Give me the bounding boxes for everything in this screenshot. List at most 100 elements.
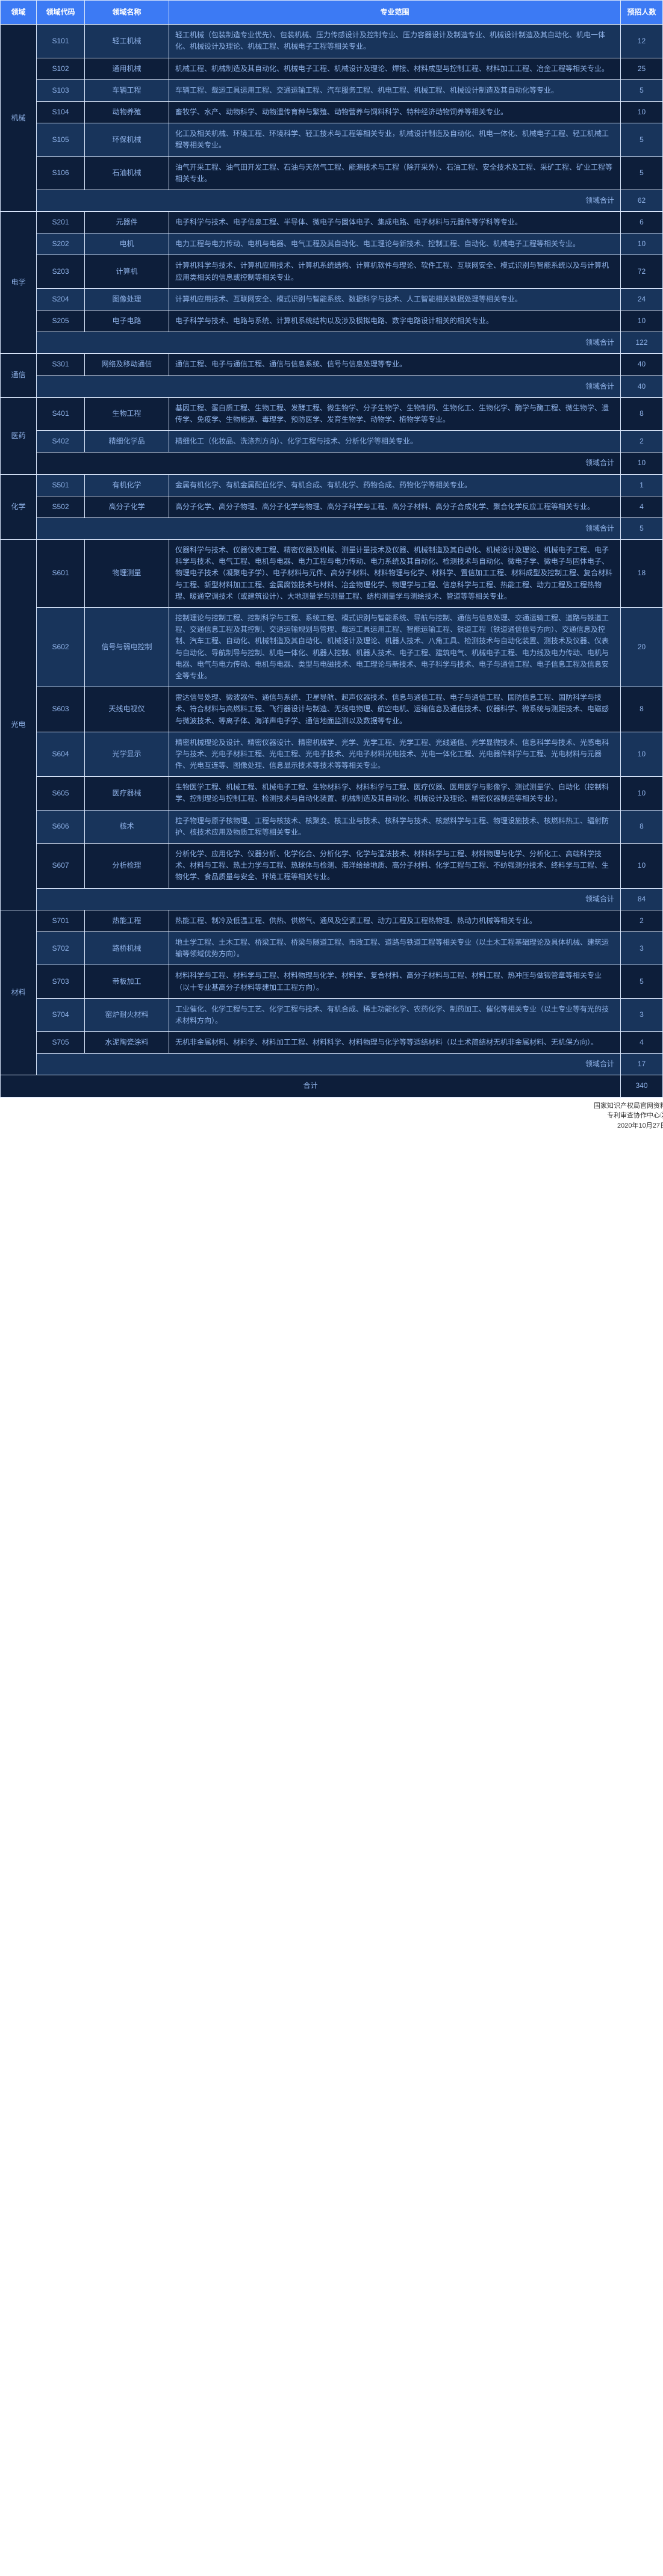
count-cell: 10 xyxy=(621,233,663,255)
count-cell: 10 xyxy=(621,732,663,777)
name-cell: 物理测量 xyxy=(85,540,169,608)
name-cell: 车辆工程 xyxy=(85,79,169,101)
table-row: S606核术粒子物理与原子核物理、工程与核技术、核聚变、核工业与技术、核科学与技… xyxy=(1,810,663,843)
count-cell: 40 xyxy=(621,354,663,375)
subtotal-label: 领域合计 xyxy=(37,517,621,539)
name-cell: 动物养殖 xyxy=(85,101,169,123)
name-cell: 带板加工 xyxy=(85,965,169,998)
count-cell: 3 xyxy=(621,931,663,965)
code-cell: S703 xyxy=(37,965,85,998)
majors-cell: 高分子化学、高分子物理、高分子化学与物理、高分子科学与工程、高分子材料、高分子合… xyxy=(169,496,621,517)
majors-cell: 计算机科学与技术、计算机应用技术、计算机系统结构、计算机软件与理论、软件工程、互… xyxy=(169,255,621,288)
table-row: 光电S601物理测量仪器科学与技术、仪器仪表工程、精密仪器及机械、测量计量技术及… xyxy=(1,540,663,608)
subtotal-label: 领域合计 xyxy=(37,1054,621,1075)
majors-cell: 轻工机械（包装制造专业优先）、包装机械、压力传感设计及控制专业、压力容器设计及制… xyxy=(169,25,621,58)
header-count: 预招人数 xyxy=(621,1,663,25)
subtotal-row: 领域合计62 xyxy=(1,190,663,211)
code-cell: S601 xyxy=(37,540,85,608)
majors-cell: 控制理论与控制工程、控制科学与工程、系统工程、模式识别与智能系统、导航与控制、通… xyxy=(169,608,621,687)
table-row: 材料S701热能工程热能工程、制冷及低温工程、供热、供燃气、通风及空调工程、动力… xyxy=(1,910,663,931)
domain-cell: 化学 xyxy=(1,474,37,540)
code-cell: S204 xyxy=(37,288,85,310)
domain-cell: 机械 xyxy=(1,25,37,212)
name-cell: 图像处理 xyxy=(85,288,169,310)
table-row: S402精细化学品精细化工（化妆品、洗涤剂方向）、化学工程与技术、分析化学等相关… xyxy=(1,431,663,452)
subtotal-count: 62 xyxy=(621,190,663,211)
table-row: S205电子电路电子科学与技术、电路与系统、计算机系统结构以及涉及模拟电路、数字… xyxy=(1,310,663,332)
count-cell: 10 xyxy=(621,101,663,123)
recruitment-table: 领域 领域代码 领域名称 专业范围 预招人数 机械S101轻工机械轻工机械（包装… xyxy=(0,0,663,1098)
count-cell: 2 xyxy=(621,910,663,931)
count-cell: 8 xyxy=(621,397,663,430)
count-cell: 20 xyxy=(621,608,663,687)
majors-cell: 工业催化、化学工程与工艺、化学工程与技术、有机合成、稀土功能化学、农药化学、制药… xyxy=(169,998,621,1031)
name-cell: 电机 xyxy=(85,233,169,255)
majors-cell: 地土学工程、土木工程、桥梁工程、桥梁与隧道工程、市政工程、道路与铁道工程等相关专… xyxy=(169,931,621,965)
name-cell: 精细化学品 xyxy=(85,431,169,452)
footer-line-3: 2020年10月27日 xyxy=(4,1121,663,1131)
count-cell: 24 xyxy=(621,288,663,310)
table-row: 化学S501有机化学金属有机化学、有机金属配位化学、有机合成、有机化学、药物合成… xyxy=(1,474,663,496)
table-row: S604光学显示精密机械理论及设计、精密仪器设计、精密机械学、光学、光学工程、光… xyxy=(1,732,663,777)
name-cell: 有机化学 xyxy=(85,474,169,496)
footer: 国家知识产权局官网资料 专利审查协作中心② 2020年10月27日 xyxy=(0,1098,663,1134)
majors-cell: 雷达信号处理、微波器件、通信与系统、卫星导航、超声仪器技术、信息与通信工程、电子… xyxy=(169,687,621,732)
count-cell: 10 xyxy=(621,310,663,332)
table-row: S705水泥陶瓷涂料无机非金属材料、材料学、材料加工工程、材料科学、材料物理与化… xyxy=(1,1032,663,1054)
grand-total-label: 合计 xyxy=(1,1075,621,1097)
header-code: 领域代码 xyxy=(37,1,85,25)
code-cell: S202 xyxy=(37,233,85,255)
domain-cell: 电学 xyxy=(1,212,37,354)
code-cell: S604 xyxy=(37,732,85,777)
subtotal-label: 领域合计 xyxy=(37,332,621,354)
majors-cell: 化工及相关机械、环境工程、环境科学、轻工技术与工程等相关专业，机械设计制造及自动… xyxy=(169,123,621,156)
header-majors: 专业范围 xyxy=(169,1,621,25)
count-cell: 2 xyxy=(621,431,663,452)
header-domain: 领域 xyxy=(1,1,37,25)
subtotal-count: 17 xyxy=(621,1054,663,1075)
domain-cell: 材料 xyxy=(1,910,37,1075)
grand-total-count: 340 xyxy=(621,1075,663,1097)
name-cell: 轻工机械 xyxy=(85,25,169,58)
code-cell: S502 xyxy=(37,496,85,517)
name-cell: 高分子化学 xyxy=(85,496,169,517)
majors-cell: 粒子物理与原子核物理、工程与核技术、核聚变、核工业与技术、核科学与技术、核燃料学… xyxy=(169,810,621,843)
code-cell: S101 xyxy=(37,25,85,58)
count-cell: 5 xyxy=(621,156,663,190)
majors-cell: 油气开采工程、油气田开发工程、石油与天然气工程、能源技术与工程（除开采外）、石油… xyxy=(169,156,621,190)
name-cell: 通用机械 xyxy=(85,58,169,79)
footer-line-2: 专利审查协作中心② xyxy=(4,1111,663,1121)
majors-cell: 生物医学工程、机械工程、机械电子工程、生物材料学、材料科学与工程、医疗仪器、医用… xyxy=(169,777,621,810)
count-cell: 10 xyxy=(621,777,663,810)
count-cell: 4 xyxy=(621,1032,663,1054)
majors-cell: 电子科学与技术、电路与系统、计算机系统结构以及涉及模拟电路、数字电路设计相关的相… xyxy=(169,310,621,332)
code-cell: S701 xyxy=(37,910,85,931)
majors-cell: 基因工程、蛋白质工程、生物工程、发酵工程、微生物学、分子生物学、生物制药、生物化… xyxy=(169,397,621,430)
name-cell: 热能工程 xyxy=(85,910,169,931)
table-row: S502高分子化学高分子化学、高分子物理、高分子化学与物理、高分子科学与工程、高… xyxy=(1,496,663,517)
code-cell: S301 xyxy=(37,354,85,375)
table-row: S104动物养殖畜牧学、水产、动物科学、动物遗传育种与繁殖、动物营养与饲料科学、… xyxy=(1,101,663,123)
subtotal-count: 122 xyxy=(621,332,663,354)
table-row: S605医疗器械生物医学工程、机械工程、机械电子工程、生物材料学、材料科学与工程… xyxy=(1,777,663,810)
majors-cell: 精细化工（化妆品、洗涤剂方向）、化学工程与技术、分析化学等相关专业。 xyxy=(169,431,621,452)
code-cell: S201 xyxy=(37,212,85,233)
subtotal-row: 领域合计122 xyxy=(1,332,663,354)
code-cell: S607 xyxy=(37,844,85,889)
count-cell: 3 xyxy=(621,998,663,1031)
code-cell: S106 xyxy=(37,156,85,190)
majors-cell: 车辆工程、载运工具运用工程、交通运输工程、汽车服务工程、机电工程、机械工程、机械… xyxy=(169,79,621,101)
domain-cell: 通信 xyxy=(1,354,37,397)
table-row: 医药S401生物工程基因工程、蛋白质工程、生物工程、发酵工程、微生物学、分子生物… xyxy=(1,397,663,430)
count-cell: 25 xyxy=(621,58,663,79)
table-row: S607分析检理分析化学、应用化学、仪器分析、化学化合、分析化学、化学与湿法技术… xyxy=(1,844,663,889)
majors-cell: 电子科学与技术、电子信息工程、半导体、微电子与固体电子、集成电路、电子材料与元器… xyxy=(169,212,621,233)
count-cell: 1 xyxy=(621,474,663,496)
count-cell: 72 xyxy=(621,255,663,288)
name-cell: 路桥机械 xyxy=(85,931,169,965)
name-cell: 电子电路 xyxy=(85,310,169,332)
table-row: S703带板加工材料科学与工程、材料学与工程、材料物理与化学、材料学、复合材料、… xyxy=(1,965,663,998)
table-row: S603天线电视仪雷达信号处理、微波器件、通信与系统、卫星导航、超声仪器技术、信… xyxy=(1,687,663,732)
name-cell: 天线电视仪 xyxy=(85,687,169,732)
grand-total-row: 合计340 xyxy=(1,1075,663,1097)
